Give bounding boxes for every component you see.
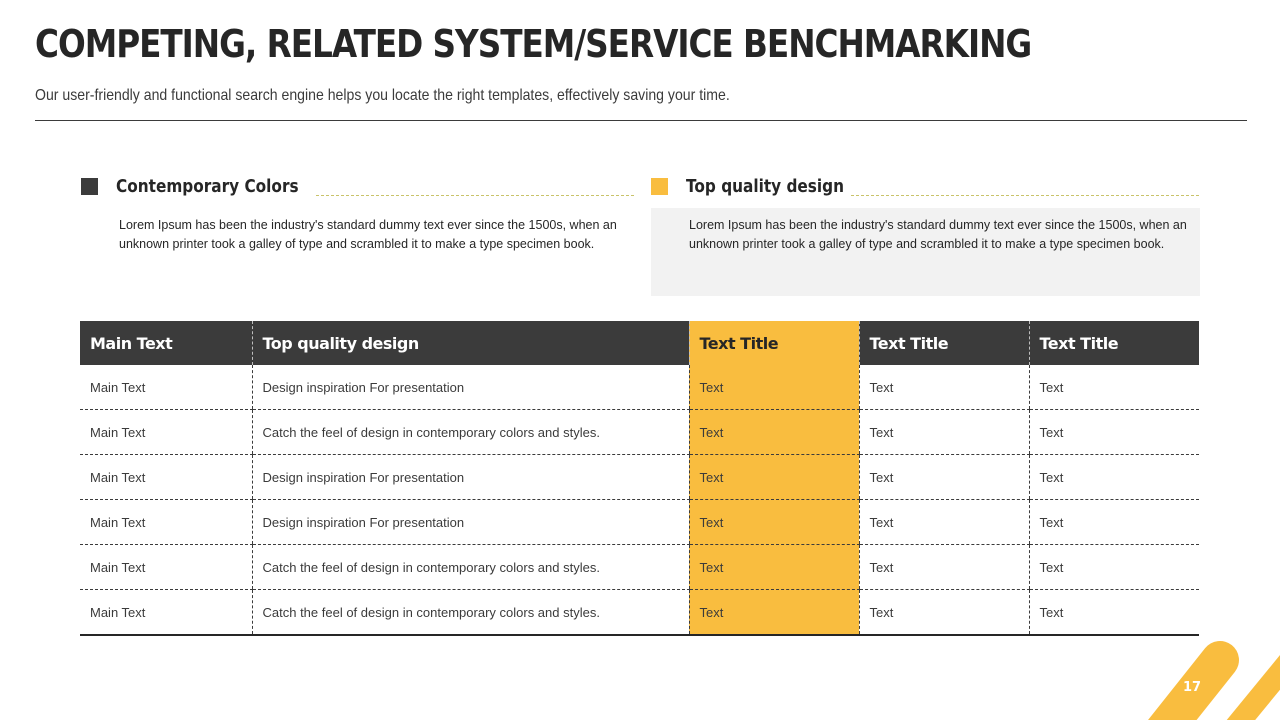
header-cell: Text Title [1028,321,1199,365]
table-cell: Text [1028,454,1199,500]
table-cell: Main Text [80,544,252,590]
table-cell-highlighted: Text [688,454,859,500]
table-row: Main Text Design inspiration For present… [80,454,1199,500]
feature-heading-contemporary-colors: Contemporary Colors [81,176,331,197]
stripe-shape [1226,655,1280,720]
table-cell: Main Text [80,454,252,500]
table-cell-highlighted: Text [688,589,859,636]
feature-body-contemporary-colors: Lorem Ipsum has been the industry's stan… [81,208,630,296]
feature-body-top-quality-design: Lorem Ipsum has been the industry's stan… [651,208,1200,296]
slide-title: COMPETING, RELATED SYSTEM/SERVICE BENCHM… [35,22,1032,66]
square-bullet-icon [651,178,668,195]
table-cell: Text [1028,409,1199,455]
square-bullet-icon [81,178,98,195]
table-cell: Text [1028,589,1199,636]
table-cell: Text [858,454,1029,500]
table-cell-highlighted: Text [688,544,859,590]
table-cell: Main Text [80,365,252,410]
feature-text: Lorem Ipsum has been the industry's stan… [119,218,617,251]
table-cell: Text [858,409,1029,455]
feature-dashed-line [316,195,634,196]
table-row: Main Text Catch the feel of design in co… [80,589,1199,636]
table-cell: Main Text [80,409,252,455]
feature-text: Lorem Ipsum has been the industry's stan… [689,218,1187,251]
table-row: Main Text Design inspiration For present… [80,365,1199,410]
table-cell: Text [858,544,1029,590]
benchmark-table: Main Text Top quality design Text Title … [80,321,1199,636]
header-cell: Text Title [858,321,1029,365]
table-cell: Catch the feel of design in contemporary… [251,409,689,455]
table-cell-highlighted: Text [688,365,859,410]
table-cell: Design inspiration For presentation [251,499,689,545]
table-cell: Catch the feel of design in contemporary… [251,589,689,636]
table-cell: Text [858,499,1029,545]
table-header-row: Main Text Top quality design Text Title … [80,321,1199,365]
header-cell: Top quality design [251,321,689,365]
stripe-shape [1148,641,1239,720]
page-number: 17 [1182,680,1202,695]
feature-title: Contemporary Colors [116,176,299,197]
table-cell: Text [1028,499,1199,545]
table-row: Main Text Catch the feel of design in co… [80,409,1199,455]
table-row: Main Text Design inspiration For present… [80,499,1199,545]
feature-dashed-line [851,195,1199,196]
table-cell: Text [858,589,1029,636]
table-cell: Design inspiration For presentation [251,365,689,410]
table-cell: Main Text [80,589,252,636]
table-cell: Text [858,365,1029,410]
header-divider [35,120,1247,121]
table-cell: Main Text [80,499,252,545]
feature-title: Top quality design [686,176,844,197]
table-cell-highlighted: Text [688,409,859,455]
table-cell: Text [1028,365,1199,410]
table-cell: Catch the feel of design in contemporary… [251,544,689,590]
header-cell: Main Text [80,321,252,365]
table-cell-highlighted: Text [688,499,859,545]
table-cell: Text [1028,544,1199,590]
table-cell: Design inspiration For presentation [251,454,689,500]
slide-subtitle: Our user-friendly and functional search … [35,87,730,104]
header-cell-highlighted: Text Title [688,321,859,365]
feature-heading-top-quality-design: Top quality design [651,176,872,197]
table-row: Main Text Catch the feel of design in co… [80,544,1199,590]
